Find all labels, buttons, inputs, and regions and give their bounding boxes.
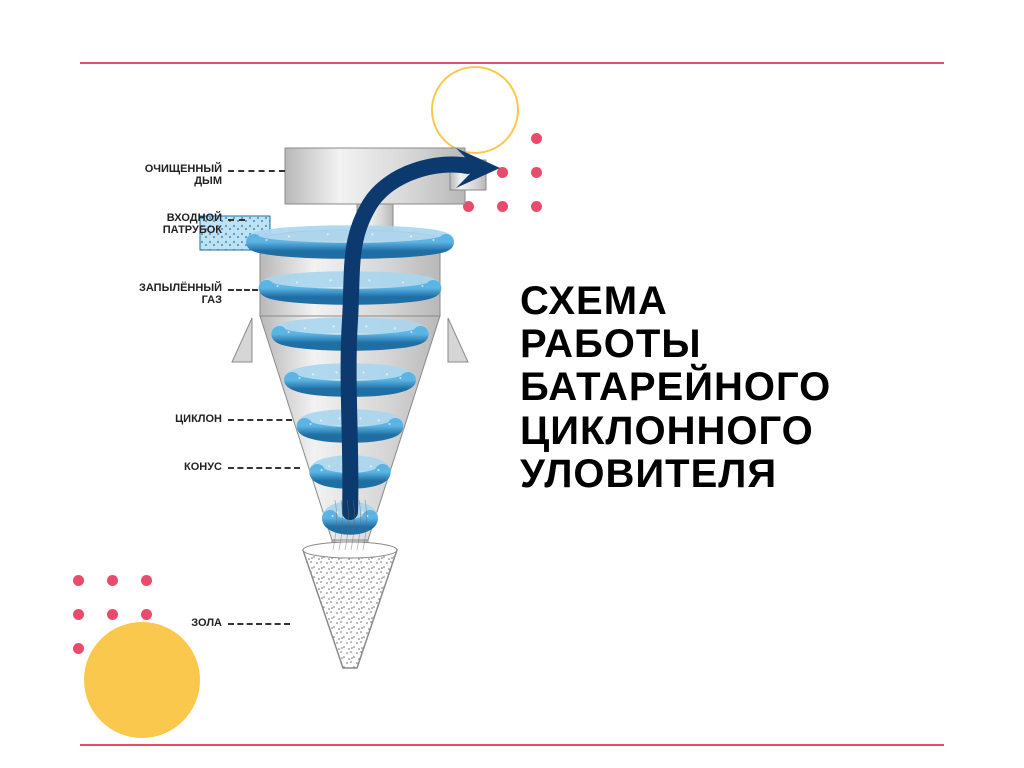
label-dusty_gas: ЗАПЫЛЁННЫЙ ГАЗ	[0, 283, 222, 306]
decor-dot	[141, 575, 152, 586]
leader-dusty_gas	[228, 289, 258, 291]
leader-cone	[228, 467, 300, 469]
leader-cyclone	[228, 419, 292, 421]
decor-dot	[73, 643, 84, 654]
rule-bottom	[80, 744, 944, 746]
leader-inlet_pipe	[228, 219, 245, 221]
cyclone-diagram	[200, 120, 520, 680]
slide-stage: ОЧИЩЕННЫЙ ДЫМ ВХОДНОЙ ПАТРУБОК ЗАПЫЛЁННЫЙ …	[0, 0, 1024, 768]
label-ash: ЗОЛА	[0, 618, 222, 630]
label-cone: КОНУС	[0, 462, 222, 474]
leader-ash	[228, 623, 290, 625]
leader-clean_smoke	[228, 170, 285, 172]
label-cyclone: ЦИКЛОН	[0, 414, 222, 426]
decor-dot	[531, 133, 542, 144]
decor-disc-bottom	[84, 622, 200, 738]
slide-title: СХЕМА РАБОТЫ БАТАРЕЙНОГО ЦИКЛОННОГО УЛОВ…	[520, 280, 831, 496]
rule-top	[80, 62, 944, 64]
decor-dot	[531, 201, 542, 212]
decor-dot	[73, 575, 84, 586]
label-inlet_pipe: ВХОДНОЙ ПАТРУБОК	[0, 213, 222, 236]
label-clean_smoke: ОЧИЩЕННЫЙ ДЫМ	[0, 164, 222, 187]
decor-dot	[531, 167, 542, 178]
decor-dot	[107, 575, 118, 586]
